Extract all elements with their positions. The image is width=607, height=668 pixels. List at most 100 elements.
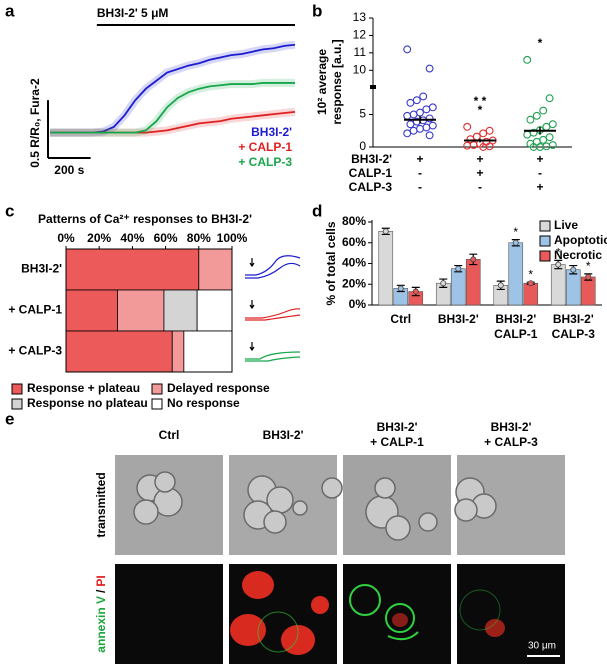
- table-sign: +: [476, 152, 483, 166]
- micrographs: [115, 455, 565, 664]
- data-point: [419, 92, 428, 101]
- row-label: transmitted: [94, 472, 108, 537]
- mean-dot: [512, 239, 519, 246]
- treatment-label: BH3I-2' 5 μM: [97, 6, 169, 20]
- category-label: + CALP-1: [8, 303, 62, 317]
- bar-segment: [163, 289, 198, 332]
- x-tick-label: BH3I-2': [438, 312, 479, 326]
- scale-bar-label: 30 μm: [528, 641, 556, 652]
- mean-dot: [382, 228, 389, 235]
- data-point: [403, 111, 412, 120]
- y-tick-label: 10: [353, 62, 367, 76]
- x-tick-label: BH3I-2' CALP-1: [494, 312, 538, 341]
- data-point: [403, 45, 412, 54]
- bar: [565, 269, 581, 306]
- row-label: CALP-3: [349, 180, 393, 194]
- bar-segment: [117, 289, 165, 332]
- panel-letter: a: [5, 1, 15, 20]
- x-tick-label-line: BH3I-2': [553, 312, 594, 326]
- legend-label: Response no plateau: [27, 396, 148, 410]
- data-point: [463, 141, 472, 150]
- table-sign: -: [418, 166, 422, 180]
- significance: *: [556, 246, 561, 260]
- y-tick-label: 40%: [342, 256, 366, 270]
- x-tick-label-line: Ctrl: [390, 312, 411, 326]
- bar: [450, 268, 466, 306]
- legend-swatch: [539, 220, 551, 232]
- mean-dot: [570, 266, 577, 273]
- column-header-line: Ctrl: [159, 428, 180, 442]
- chart-title: Patterns of Ca²⁺ responses to BH3I-2': [38, 212, 252, 226]
- legend-label: Necrotic: [554, 248, 602, 262]
- data-point: [416, 108, 424, 117]
- data-point: [466, 135, 475, 144]
- table-sign: -: [538, 166, 542, 180]
- y-tick-label: 5: [359, 107, 366, 121]
- column-header-line: BH3I-2': [263, 428, 304, 442]
- x-tick-label: BH3I-2' CALP-3: [552, 312, 596, 341]
- mean-dot: [585, 273, 592, 280]
- data-point: [532, 111, 541, 120]
- data-point: [542, 122, 551, 131]
- data-point: [523, 130, 532, 139]
- data-point: [406, 98, 415, 107]
- legend-label: + CALP-3: [238, 155, 292, 169]
- bar-segment: [65, 330, 173, 373]
- significance: *: [538, 36, 543, 50]
- plot-frame: [65, 248, 233, 373]
- data-point: [422, 105, 431, 114]
- data-point: [545, 133, 554, 142]
- data-point: [463, 122, 472, 131]
- data-point: [545, 94, 554, 103]
- data-point: [479, 143, 488, 151]
- legend-label: Response + plateau: [27, 381, 140, 395]
- x-tick-label: Ctrl: [390, 312, 411, 326]
- x-tick-label: 0%: [57, 231, 75, 245]
- legend-swatch: [539, 235, 551, 247]
- mean-dot: [455, 265, 462, 272]
- trace-thumbnails: [245, 255, 301, 362]
- panel-letter: d: [312, 201, 322, 220]
- panel-letter: e: [5, 409, 14, 428]
- trace: [50, 82, 295, 134]
- y-axis-label: % of total cells: [324, 221, 338, 305]
- axis-break: [370, 85, 376, 89]
- y-tick-label: 0%: [349, 297, 367, 311]
- data-point: [472, 132, 481, 141]
- x-tick-label-line: BH3I-2': [438, 312, 479, 326]
- data-point: [479, 129, 488, 138]
- column-header-line: BH3I-2': [377, 420, 418, 434]
- mean-dot: [412, 288, 419, 295]
- column-header-line: BH3I-2': [491, 420, 532, 434]
- mean-dot: [440, 280, 447, 287]
- bar-segment: [65, 289, 118, 332]
- data-point: [412, 96, 421, 105]
- y-tick-label: 12: [353, 28, 367, 42]
- significance: *: [478, 103, 483, 117]
- table-sign: +: [536, 152, 543, 166]
- data-point: [485, 126, 494, 135]
- bar-segment: [65, 248, 200, 291]
- column-header: BH3I-2' + CALP-3: [484, 420, 538, 449]
- x-tick-label-line: CALP-3: [552, 327, 596, 341]
- data-point: [428, 103, 437, 112]
- bar-segment: [183, 330, 233, 373]
- row-label-part: /: [94, 589, 108, 593]
- table-sign: -: [478, 180, 482, 194]
- table-sign: +: [476, 166, 483, 180]
- data-point: [526, 115, 535, 124]
- mean-dot: [555, 261, 562, 268]
- bar: [508, 242, 524, 306]
- scale-bar-x-label: 200 s: [54, 163, 84, 177]
- x-tick-label: 100%: [217, 231, 248, 245]
- table-sign: -: [418, 180, 422, 194]
- bar: [580, 276, 596, 306]
- significance: * *: [474, 94, 487, 108]
- scale-bar-y-label: 0.5 R/R₀, Fura-2: [28, 78, 42, 168]
- data-point: [409, 126, 418, 135]
- legend-swatch: [11, 398, 23, 410]
- column-header-line: + CALP-1: [370, 435, 424, 449]
- bar: [550, 264, 566, 306]
- data-point: [539, 106, 548, 115]
